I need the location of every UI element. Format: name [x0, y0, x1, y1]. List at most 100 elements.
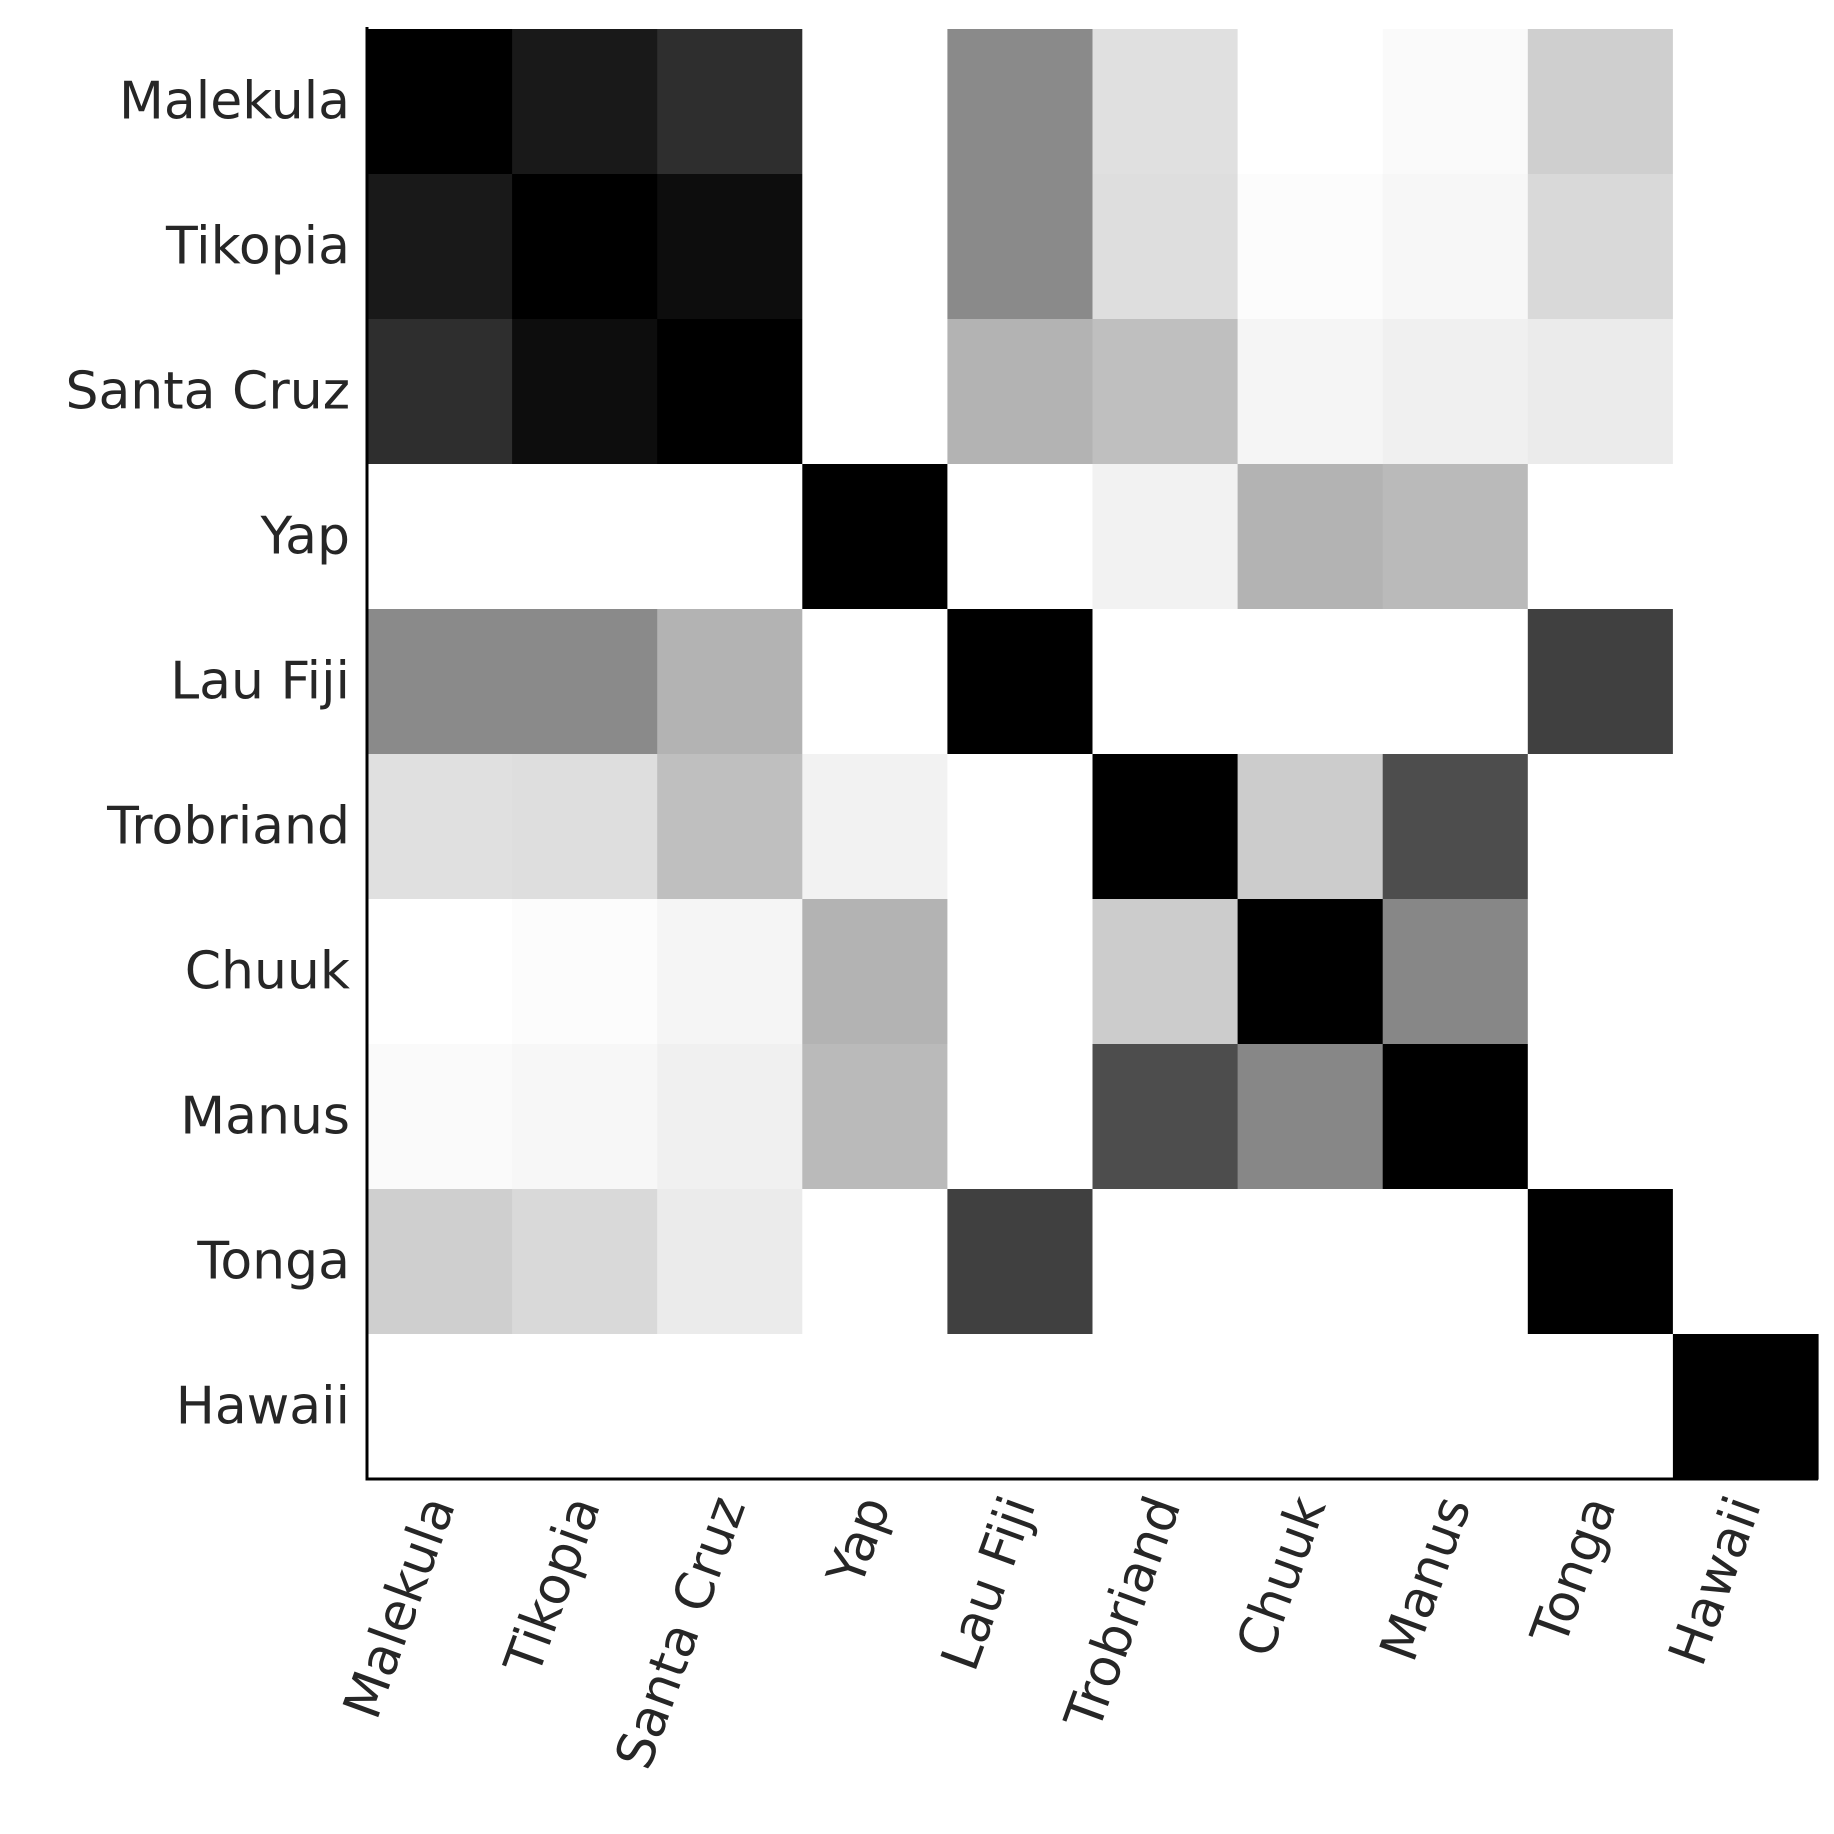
- y-tick-label-tonga: Tonga: [196, 1232, 350, 1292]
- y-tick-label-yap: Yap: [260, 507, 350, 567]
- y-tick-label-santa-cruz: Santa Cruz: [65, 362, 350, 422]
- y-tick-label-lau-fiji: Lau Fiji: [170, 652, 350, 712]
- heatmap-cell-malekula-hawaii: [1672, 29, 1819, 175]
- heatmap-cell-manus-malekula: [367, 1044, 513, 1190]
- heatmap-cell-tonga-trobriand: [1092, 1189, 1239, 1335]
- heatmap-cell-tikopia-trobriand: [1092, 174, 1239, 320]
- heatmap-cell-trobriand-hawaii: [1672, 754, 1819, 900]
- heatmap-cell-chuuk-yap: [802, 899, 948, 1045]
- heatmap-cell-tonga-tikopia: [512, 1189, 658, 1335]
- heatmap-cell-tikopia-manus: [1382, 174, 1529, 320]
- x-tick-label-manus: Manus: [1369, 1489, 1483, 1669]
- heatmap-cell-tonga-hawaii: [1672, 1189, 1819, 1335]
- heatmap-cell-hawaii-lau-fiji: [947, 1334, 1094, 1480]
- heatmap-cell-santa-cruz-chuuk: [1237, 319, 1384, 465]
- heatmap-cell-tikopia-yap: [802, 174, 948, 320]
- heatmap-cell-santa-cruz-trobriand: [1092, 319, 1239, 465]
- heatmap-cell-manus-santa-cruz: [657, 1044, 803, 1190]
- y-tick-label-manus: Manus: [180, 1087, 350, 1147]
- heatmap-cell-trobriand-lau-fiji: [947, 754, 1094, 900]
- heatmap-cell-malekula-lau-fiji: [947, 29, 1094, 175]
- y-tick-labels: Malekula Tikopia Santa Cruz Yap Lau Fiji Trob…: [65, 72, 350, 1437]
- x-tick-label-yap: Yap: [816, 1489, 903, 1595]
- heatmap-cell-chuuk-lau-fiji: [947, 899, 1094, 1045]
- heatmap-cell-yap-yap: [802, 464, 948, 610]
- heatmap-cell-lau-fiji-trobriand: [1092, 609, 1239, 755]
- heatmap-cell-trobriand-tonga: [1527, 754, 1674, 900]
- heatmap-cell-trobriand-manus: [1382, 754, 1529, 900]
- heatmap-cell-tikopia-santa-cruz: [657, 174, 803, 320]
- x-tick-label-malekula: Malekula: [332, 1489, 467, 1727]
- heatmap-cell-hawaii-manus: [1382, 1334, 1529, 1480]
- heatmap-cell-hawaii-malekula: [367, 1334, 513, 1480]
- heatmap-cell-hawaii-tikopia: [512, 1334, 658, 1480]
- heatmap-cell-santa-cruz-lau-fiji: [947, 319, 1094, 465]
- heatmap-cell-trobriand-trobriand: [1092, 754, 1239, 900]
- heatmap-cell-tikopia-chuuk: [1237, 174, 1384, 320]
- heatmap-cell-malekula-chuuk: [1237, 29, 1384, 175]
- heatmap-cell-chuuk-santa-cruz: [657, 899, 803, 1045]
- heatmap-cell-manus-manus: [1382, 1044, 1529, 1190]
- heatmap-cell-malekula-tonga: [1527, 29, 1674, 175]
- heatmap-cell-yap-manus: [1382, 464, 1529, 610]
- heatmap-cell-tikopia-malekula: [367, 174, 513, 320]
- heatmap-cell-lau-fiji-santa-cruz: [657, 609, 803, 755]
- heatmap-cell-hawaii-hawaii: [1672, 1334, 1819, 1480]
- heatmap-cell-hawaii-tonga: [1527, 1334, 1674, 1480]
- heatmap-cell-tonga-tonga: [1527, 1189, 1674, 1335]
- heatmap-cell-manus-chuuk: [1237, 1044, 1384, 1190]
- y-tick-label-malekula: Malekula: [119, 72, 350, 132]
- heatmap-cell-chuuk-manus: [1382, 899, 1529, 1045]
- heatmap-cell-manus-hawaii: [1672, 1044, 1819, 1190]
- heatmap-cell-chuuk-hawaii: [1672, 899, 1819, 1045]
- heatmap-cell-tonga-santa-cruz: [657, 1189, 803, 1335]
- heatmap-cell-tonga-lau-fiji: [947, 1189, 1094, 1335]
- heatmap-cell-chuuk-malekula: [367, 899, 513, 1045]
- heatmap-cell-yap-santa-cruz: [657, 464, 803, 610]
- heatmap-cell-lau-fiji-manus: [1382, 609, 1529, 755]
- heatmap-cell-yap-lau-fiji: [947, 464, 1094, 610]
- heatmap-cell-hawaii-santa-cruz: [657, 1334, 803, 1480]
- heatmap-cell-chuuk-tikopia: [512, 899, 658, 1045]
- heatmap-cell-lau-fiji-tonga: [1527, 609, 1674, 755]
- heatmap-cell-lau-fiji-yap: [802, 609, 948, 755]
- heatmap-cell-lau-fiji-malekula: [367, 609, 513, 755]
- y-tick-label-tikopia: Tikopia: [165, 217, 350, 277]
- y-tick-label-trobriand: Trobriand: [106, 797, 350, 857]
- heatmap-cell-tikopia-hawaii: [1672, 174, 1819, 320]
- x-tick-label-chuuk: Chuuk: [1225, 1489, 1338, 1665]
- heatmap-cell-hawaii-yap: [802, 1334, 948, 1480]
- x-tick-label-tonga: Tonga: [1520, 1489, 1629, 1654]
- heatmap-cell-hawaii-chuuk: [1237, 1334, 1384, 1480]
- heatmap-cell-tikopia-tikopia: [512, 174, 658, 320]
- heatmap-cell-manus-trobriand: [1092, 1044, 1239, 1190]
- heatmap-cell-chuuk-chuuk: [1237, 899, 1384, 1045]
- heatmap-cell-santa-cruz-tonga: [1527, 319, 1674, 465]
- y-tick-label-hawaii: Hawaii: [176, 1377, 350, 1437]
- heatmap-cell-malekula-yap: [802, 29, 948, 175]
- heatmap-cell-yap-chuuk: [1237, 464, 1384, 610]
- heatmap-cell-tonga-yap: [802, 1189, 948, 1335]
- heatmap-cell-yap-tikopia: [512, 464, 658, 610]
- heatmap-cells: [367, 29, 1819, 1480]
- heatmap-cell-yap-tonga: [1527, 464, 1674, 610]
- heatmap-cell-trobriand-malekula: [367, 754, 513, 900]
- x-tick-label-tikopia: Tikopia: [493, 1489, 613, 1683]
- heatmap-cell-lau-fiji-lau-fiji: [947, 609, 1094, 755]
- heatmap-cell-santa-cruz-malekula: [367, 319, 513, 465]
- y-tick-label-chuuk: Chuuk: [185, 942, 350, 1002]
- heatmap-cell-manus-tonga: [1527, 1044, 1674, 1190]
- heatmap-cell-tonga-manus: [1382, 1189, 1529, 1335]
- heatmap-cell-malekula-malekula: [367, 29, 513, 175]
- heatmap-cell-malekula-tikopia: [512, 29, 658, 175]
- heatmap-cell-tikopia-tonga: [1527, 174, 1674, 320]
- heatmap-cell-santa-cruz-manus: [1382, 319, 1529, 465]
- heatmap-cell-lau-fiji-hawaii: [1672, 609, 1819, 755]
- heatmap-cell-manus-yap: [802, 1044, 948, 1190]
- heatmap-cell-manus-lau-fiji: [947, 1044, 1094, 1190]
- heatmap-cell-santa-cruz-yap: [802, 319, 948, 465]
- heatmap-cell-lau-fiji-tikopia: [512, 609, 658, 755]
- x-tick-label-santa-cruz: Santa Cruz: [604, 1489, 758, 1777]
